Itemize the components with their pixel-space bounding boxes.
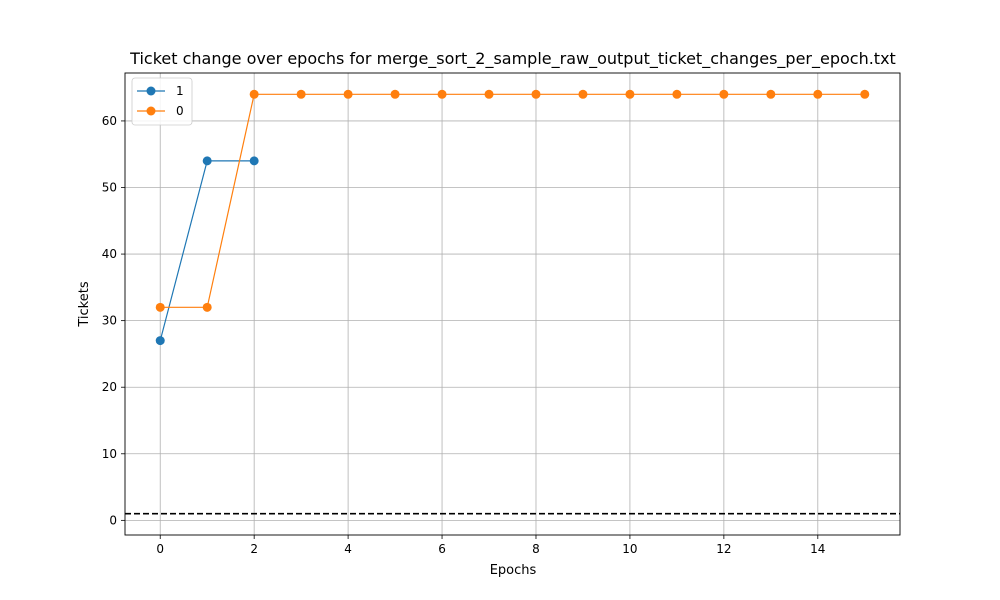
data-point-series-0 xyxy=(155,336,165,346)
x-tick-label: 2 xyxy=(250,542,258,556)
data-point-series-1 xyxy=(625,89,635,99)
y-tick-label: 60 xyxy=(102,114,117,128)
axes-frame xyxy=(124,72,901,536)
data-point-series-1 xyxy=(437,89,447,99)
data-point-series-0 xyxy=(249,156,259,166)
chart-title: Ticket change over epochs for merge_sort… xyxy=(129,49,896,69)
x-tick-label: 0 xyxy=(156,542,164,556)
y-tick-label: 30 xyxy=(102,314,117,328)
x-tick-label: 14 xyxy=(810,542,825,556)
data-point-series-1 xyxy=(578,89,588,99)
y-tick-label: 40 xyxy=(102,247,117,261)
legend-label-0: 1 xyxy=(176,84,184,98)
data-point-series-1 xyxy=(155,302,165,312)
data-point-series-1 xyxy=(390,89,400,99)
legend-marker-1 xyxy=(146,106,156,116)
data-point-series-1 xyxy=(813,89,823,99)
data-point-series-1 xyxy=(484,89,494,99)
data-point-series-1 xyxy=(531,89,541,99)
y-axis-label: Tickets xyxy=(77,281,92,327)
x-tick-label: 4 xyxy=(344,542,352,556)
data-point-series-1 xyxy=(860,89,870,99)
x-tick-label: 6 xyxy=(438,542,446,556)
legend-label-1: 0 xyxy=(176,104,184,118)
y-tick-label: 10 xyxy=(102,447,117,461)
x-tick-label: 12 xyxy=(716,542,731,556)
x-tick-label: 10 xyxy=(622,542,637,556)
data-point-series-1 xyxy=(672,89,682,99)
legend-marker-0 xyxy=(146,86,156,96)
data-point-series-1 xyxy=(296,89,306,99)
y-tick-label: 20 xyxy=(102,380,117,394)
data-point-series-1 xyxy=(343,89,353,99)
data-point-series-1 xyxy=(766,89,776,99)
data-point-series-1 xyxy=(202,302,212,312)
data-point-series-0 xyxy=(202,156,212,166)
series-line-1 xyxy=(160,93,865,308)
data-point-series-1 xyxy=(249,89,259,99)
y-tick-label: 0 xyxy=(109,513,117,527)
x-tick-label: 8 xyxy=(532,542,540,556)
y-tick-label: 50 xyxy=(102,181,117,195)
x-axis-label: Epochs xyxy=(490,563,537,578)
data-point-series-1 xyxy=(719,89,729,99)
